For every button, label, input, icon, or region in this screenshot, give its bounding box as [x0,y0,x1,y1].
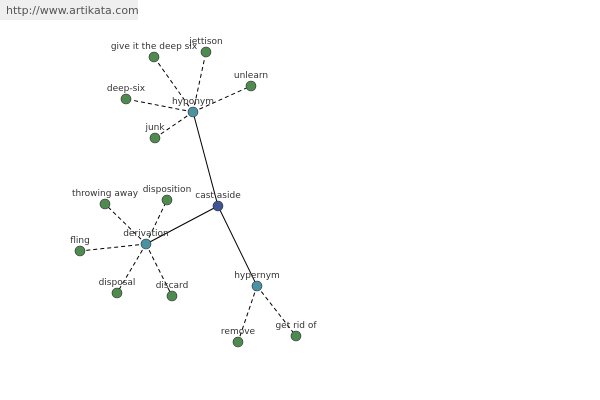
leaf-node [245,80,257,92]
leaf-node-label: disposition [143,185,192,195]
leaf-node-label: disposal [99,278,136,288]
dashed-edge [192,51,207,113]
dashed-edge [79,243,147,252]
relation-node-label: hyponym [172,97,214,107]
dashed-edge [116,243,147,294]
dashed-edge [104,203,147,245]
leaf-node-label: unlearn [234,71,268,81]
dashed-edge [145,243,173,297]
leaf-node [200,46,212,58]
edge [192,111,219,207]
edge [145,205,219,245]
leaf-node [149,132,161,144]
leaf-node [166,290,178,302]
dashed-edge [192,85,252,113]
leaf-node [161,194,173,206]
relation-node-label: derivation [123,229,169,239]
site-url: http://www.artikata.com [0,0,139,20]
dashed-edge [154,111,194,139]
leaf-node [232,336,244,348]
leaf-node [290,330,302,342]
leaf-node [99,198,111,210]
leaf-node-label: discard [156,281,189,291]
leaf-node [148,51,160,63]
leaf-node [111,287,123,299]
dashed-edge [256,285,297,337]
dashed-edge [145,199,168,245]
leaf-node-label: deep-six [107,84,146,94]
leaf-node-label: jettison [188,37,223,47]
dashed-edge [237,285,258,343]
relation-node [187,106,199,118]
dashed-edge [125,98,194,113]
edge [217,205,258,287]
relation-node-label: hypernym [234,271,280,281]
center-node-label: cast aside [195,191,241,201]
leaf-node-label: throwing away [72,189,139,199]
dashed-edge [153,56,194,113]
leaf-node-label: give it the deep six [111,42,198,52]
relation-node [140,238,152,250]
leaf-node-label: fling [70,236,90,246]
leaf-node-label: get rid of [275,321,317,331]
relation-node [251,280,263,292]
leaf-node-label: junk [144,123,165,133]
edges [79,51,297,343]
leaf-node-label: remove [221,327,256,337]
leaf-node [74,245,86,257]
leaf-node [120,93,132,105]
center-node [212,200,224,212]
